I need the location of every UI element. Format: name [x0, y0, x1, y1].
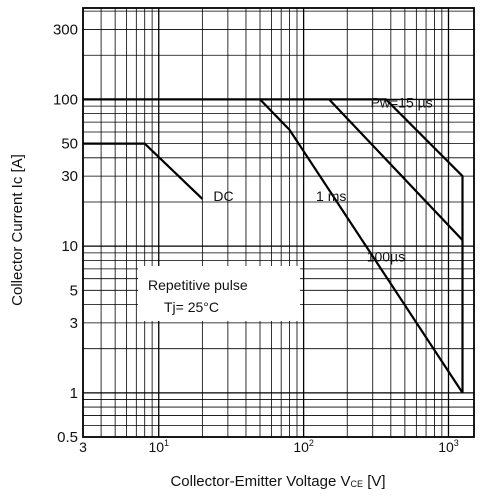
tick-labels: 0.5 1 3 5 10 30 50 100 300 3 101 102 103 — [53, 21, 459, 455]
plot-border — [82, 7, 475, 438]
x-tick-label: 101 — [148, 438, 169, 455]
series-line-dc — [83, 142, 204, 200]
y-tick-label: 1 — [70, 385, 78, 402]
y-axis-label: Collector Current Ic [A] — [9, 154, 26, 306]
x-tick-label: 102 — [293, 438, 314, 455]
y-tick-label: 10 — [61, 238, 78, 255]
y-tick-label: 30 — [61, 168, 78, 185]
annotation-line-2: Tj= 25°C — [164, 299, 219, 315]
grid — [83, 8, 474, 437]
y-tick-label: 50 — [61, 136, 78, 153]
y-tick-label: 3 — [70, 315, 78, 332]
series-line-100-s — [328, 98, 464, 241]
y-tick-label: 100 — [53, 91, 78, 108]
x-axis-label: Collector-Emitter Voltage VCE [V] — [170, 473, 385, 490]
annotation-line-1: Repetitive pulse — [148, 277, 248, 293]
series-label-dc: DC — [213, 188, 233, 204]
series-labels: DC 1 ms 100µs Pw=15 µs — [213, 95, 432, 265]
y-tick-label: 300 — [53, 21, 78, 38]
plot-frame — [82, 7, 475, 438]
x-tick-label: 3 — [79, 439, 87, 455]
series-group — [83, 98, 464, 394]
series-label-1-ms: 1 ms — [316, 188, 346, 204]
annotation-box: Repetitive pulse Tj= 25°C — [138, 266, 300, 321]
x-tick-label: 103 — [438, 438, 459, 455]
series-line-pw-15-s — [83, 98, 464, 393]
series-label-pw-15-s: Pw=15 µs — [371, 95, 433, 111]
series-label-100-s: 100µs — [367, 248, 405, 264]
series-line-1-ms — [259, 98, 464, 394]
y-tick-label: 0.5 — [57, 429, 78, 446]
y-tick-label: 5 — [70, 282, 78, 299]
